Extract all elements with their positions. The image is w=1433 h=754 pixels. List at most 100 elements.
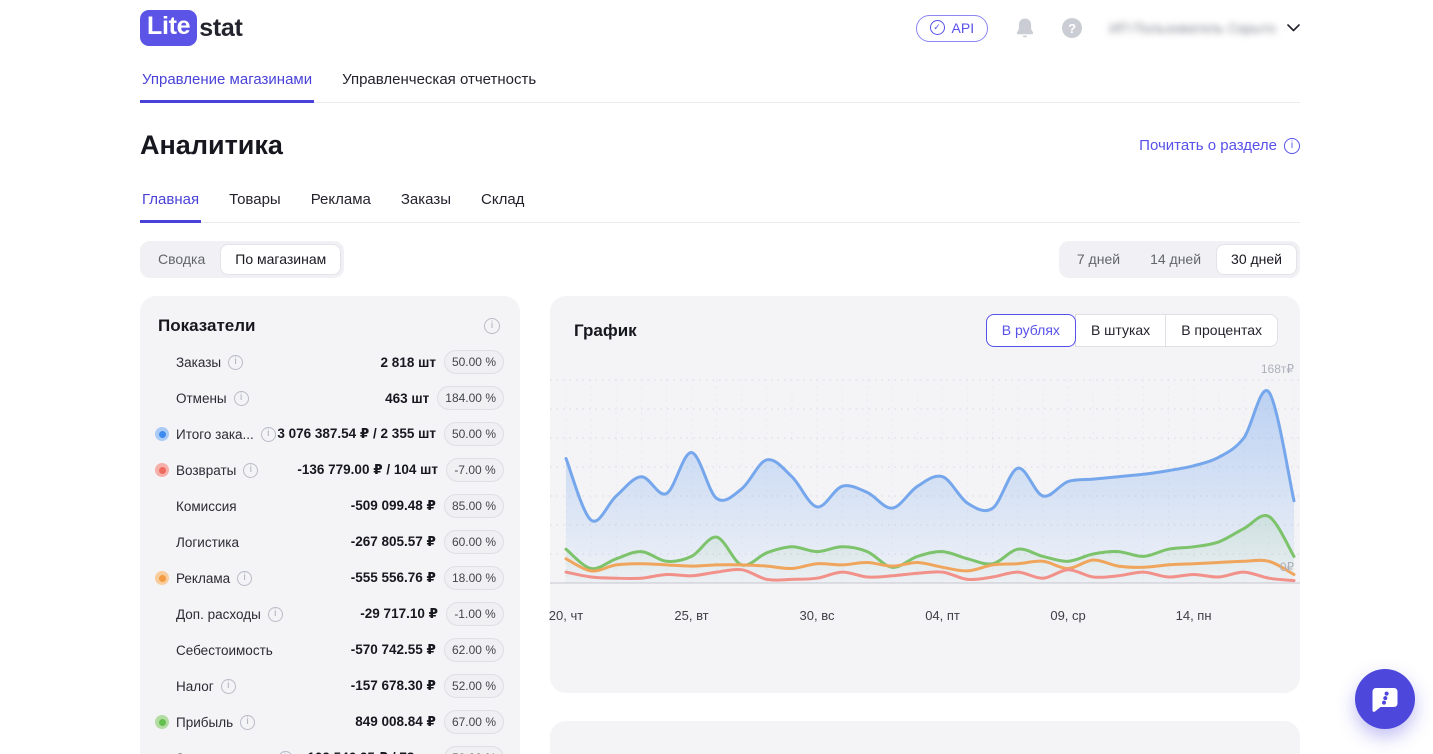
info-icon[interactable]: i: [228, 354, 244, 370]
metric-percent-badge: 62.00 %: [443, 638, 504, 662]
metric-value: 2 818 шт: [380, 354, 436, 370]
x-axis-tick-label: 25, вт: [674, 608, 709, 623]
info-icon[interactable]: i: [233, 390, 249, 406]
help-icon[interactable]: ?: [1062, 18, 1083, 38]
y-axis-max-label: 168т₽: [1260, 362, 1294, 376]
period-7-days[interactable]: 7 дней: [1076, 251, 1121, 267]
metric-value: -267 805.57 ₽: [350, 534, 436, 549]
metric-label: Реклама: [176, 570, 231, 586]
metric-row: Доп. расходы i -29 717.10 ₽ -1.00 %: [156, 596, 504, 632]
chart-line-4: [564, 567, 1296, 583]
metric-label: Налог: [176, 678, 214, 694]
y-axis-zero-label: 0₽: [1279, 560, 1294, 574]
series-dot-red-icon: [155, 463, 169, 477]
chart-canvas[interactable]: 168т₽ 0₽: [550, 362, 1300, 600]
metrics-header: Показатели i: [156, 314, 504, 344]
metric-row: Прибыль i 849 008.84 ₽ 67.00 %: [155, 704, 504, 740]
right-column: График В рублях В штуках В процентах 168…: [548, 296, 1300, 754]
chart-line-3: [564, 557, 1296, 576]
metric-label: Итого зака...: [176, 426, 254, 442]
metric-label: Комиссия: [176, 498, 237, 514]
metric-row: Возвраты i -136 779.00 ₽ / 104 шт -7.00 %: [155, 452, 504, 488]
metric-label: Доп. расходы: [176, 606, 261, 622]
chart-line-1: [564, 389, 1296, 523]
subtab-products[interactable]: Товары: [229, 191, 281, 208]
title-row: Аналитика Почитать о разделе i: [140, 130, 1300, 161]
subtab-ads[interactable]: Реклама: [310, 191, 371, 208]
info-icon[interactable]: i: [277, 750, 293, 754]
metric-row: Отмены i 463 шт 184.00 %: [156, 380, 504, 416]
metric-value: 3 076 387.54 ₽ / 2 355 шт: [277, 426, 436, 441]
unit-pieces-button[interactable]: В штуках: [1074, 314, 1167, 347]
metric-percent-badge: 50.00 %: [443, 422, 504, 446]
x-axis-tick-label: 20, чт: [548, 608, 584, 623]
view-toggle-by-stores[interactable]: По магазинам: [220, 244, 342, 275]
tab-store-management[interactable]: Управление магазинами: [140, 62, 315, 103]
metric-percent-badge: 60.00 %: [443, 530, 504, 554]
metric-percent-badge: 50.00 %: [443, 746, 504, 754]
metric-value: 849 008.84 ₽: [355, 714, 436, 729]
metric-row: Логистика -267 805.57 ₽ 60.00 %: [156, 524, 504, 560]
user-menu[interactable]: ИП Пользователь Скрыто: [1109, 20, 1300, 36]
period-toggle: 7 дней 14 дней 30 дней: [1058, 241, 1300, 278]
api-badge-label: API: [951, 19, 975, 36]
metric-label: Себестоимость: [176, 642, 273, 658]
about-section-link[interactable]: Почитать о разделе i: [1139, 137, 1300, 154]
metric-value: -570 742.55 ₽: [350, 642, 436, 657]
metric-value: 102 546.25 ₽ / 78 шт: [307, 750, 436, 754]
controls-row: Сводка По магазинам 7 дней 14 дней 30 дн…: [140, 241, 1300, 278]
unit-rubles-button[interactable]: В рублях: [985, 314, 1076, 347]
info-icon[interactable]: i: [484, 318, 500, 334]
unit-percent-button[interactable]: В процентах: [1165, 314, 1278, 347]
user-name-blurred: ИП Пользователь Скрыто: [1109, 20, 1276, 36]
period-14-days[interactable]: 14 дней: [1150, 251, 1202, 267]
api-badge[interactable]: ✓ API: [915, 14, 989, 42]
chevron-down-icon: [1287, 24, 1300, 32]
x-axis-tick-label: 14, пн: [1175, 608, 1212, 623]
metric-value: -509 099.48 ₽: [350, 498, 436, 513]
about-link-label: Почитать о разделе: [1139, 137, 1277, 154]
main-tabs: Управление магазинами Управленческая отч…: [140, 62, 1300, 103]
metric-label: Прибыль: [176, 714, 234, 730]
logo-lite-box: Lite: [140, 10, 198, 46]
metric-percent-badge: 67.00 %: [443, 710, 504, 734]
logo-stat-text: stat: [199, 13, 243, 42]
metric-row: Заказы i 2 818 шт 50.00 %: [156, 344, 504, 380]
bell-icon[interactable]: [1015, 17, 1035, 39]
info-icon[interactable]: i: [240, 714, 256, 730]
info-icon[interactable]: i: [220, 678, 236, 694]
subtab-warehouse[interactable]: Склад: [481, 191, 525, 208]
support-chat-button[interactable]: [1355, 669, 1415, 729]
content-area: Показатели i Заказы i 2 818 шт 50.00 % Отмен…: [140, 296, 1300, 754]
view-toggle: Сводка По магазинам: [140, 241, 345, 278]
stock-estimate-panel: Оценка склада Себестоимость: 1 764 926.4…: [550, 721, 1300, 754]
period-30-days[interactable]: 30 дней: [1216, 244, 1297, 275]
metric-row: Заказов в день i 102 546.25 ₽ / 78 шт 50.00…: [156, 740, 504, 754]
chat-bubble-icon: [1371, 686, 1399, 713]
metric-row: Комиссия -509 099.48 ₽ 85.00 %: [156, 488, 504, 524]
x-axis-tick-label: 09, ср: [1050, 608, 1086, 623]
litestat-logo[interactable]: Lite stat: [140, 10, 243, 46]
info-icon[interactable]: i: [243, 462, 259, 478]
series-dot-orange-icon: [155, 571, 169, 585]
view-toggle-summary[interactable]: Сводка: [158, 251, 206, 267]
metric-value: 463 шт: [385, 390, 430, 406]
metric-label: Заказы: [176, 354, 222, 370]
metric-percent-badge: 184.00 %: [437, 386, 504, 410]
metric-percent-badge: 50.00 %: [443, 350, 504, 374]
tab-management-reporting[interactable]: Управленческая отчетность: [342, 71, 537, 88]
x-axis-tick-label: 30, вс: [799, 608, 835, 623]
metrics-panel: Показатели i Заказы i 2 818 шт 50.00 % Отмен…: [140, 296, 520, 754]
subtab-main[interactable]: Главная: [140, 182, 202, 223]
info-icon[interactable]: i: [237, 570, 253, 586]
subtab-orders[interactable]: Заказы: [400, 191, 452, 208]
metric-percent-badge: -7.00 %: [446, 458, 504, 482]
analytics-sub-tabs: Главная Товары Реклама Заказы Склад: [140, 182, 1300, 223]
metric-row: Итого зака... i 3 076 387.54 ₽ / 2 355 шт 5…: [155, 416, 504, 452]
info-icon[interactable]: i: [267, 606, 283, 622]
info-icon[interactable]: i: [260, 426, 276, 442]
metric-label: Отмены: [176, 390, 227, 406]
chart-line-2: [564, 514, 1296, 571]
top-bar-right: ✓ API ? ИП Пользователь Скрыто: [915, 14, 1300, 42]
metric-percent-badge: 52.00 %: [443, 674, 504, 698]
